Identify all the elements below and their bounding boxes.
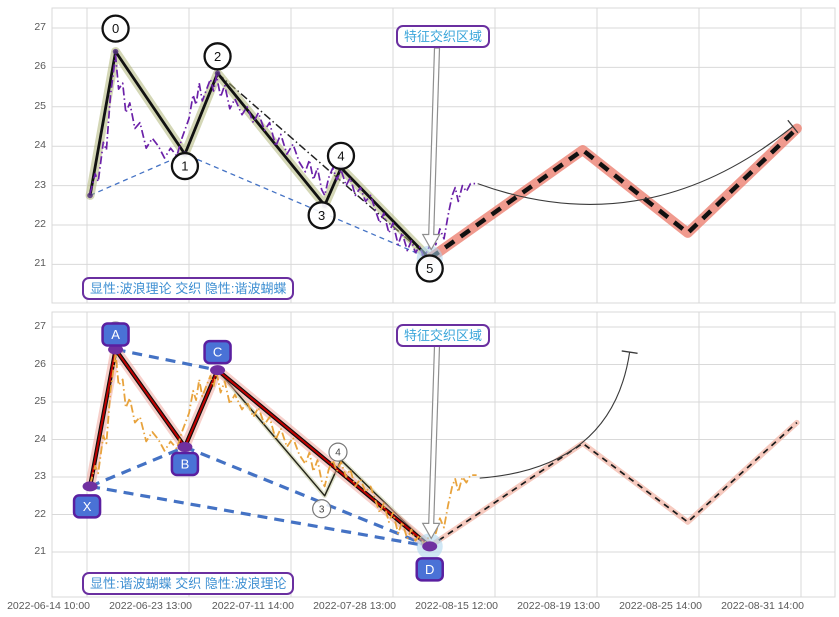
- wave-point-circle-0: [101, 14, 130, 43]
- forecast-glow-line: [424, 123, 802, 264]
- y-tick-label-panel1-26: 26: [34, 60, 46, 73]
- y-tick-label-panel1-27: 27: [34, 21, 46, 33]
- wave-point-circle-2: [203, 42, 232, 71]
- y-tick-label-panel1-22: 22: [34, 218, 46, 230]
- badge-X: [72, 494, 102, 519]
- panel-border: [51, 7, 836, 304]
- badge-D: [415, 557, 444, 582]
- y-tick-label-panel1-24: 24: [34, 139, 46, 152]
- hidden-wave-circle-4: [328, 442, 348, 462]
- point-marker-C: [210, 365, 226, 376]
- y-tick-label-panel2-22: 22: [34, 507, 46, 520]
- x-tick-label-4: 2022-08-15 12:00: [415, 600, 498, 612]
- x-tick-label-1: 2022-06-23 13:00: [109, 600, 192, 612]
- hidden-wave-number-4: 4: [335, 448, 341, 459]
- forecast-line: [429, 421, 798, 548]
- region-pointer-arrow: [421, 345, 441, 540]
- wave-point-circle-1: [170, 151, 200, 181]
- arc-end-cap: [787, 119, 799, 134]
- y-tick-label-panel2-27: 27: [34, 320, 46, 332]
- badge-label-C: C: [213, 345, 222, 360]
- badge-label-X: X: [83, 499, 92, 514]
- y-tick-label-panel1-25: 25: [34, 99, 46, 112]
- wave-point-number-0: 0: [112, 21, 119, 36]
- wave-point-number-5: 5: [426, 261, 433, 276]
- bottom-region-annotation-box: 特征交织区域: [396, 324, 491, 347]
- wave-main-glow-line: [85, 47, 435, 263]
- badge-A: [101, 322, 130, 347]
- y-tick-label-panel2-26: 26: [34, 357, 46, 370]
- point-marker-B: [177, 442, 193, 452]
- y-tick-label-panel2-23: 23: [34, 470, 46, 482]
- x-tick-label-3: 2022-07-28 13:00: [313, 600, 396, 612]
- wave-point-circle-3: [307, 201, 336, 230]
- wave-vertex-dot: [214, 70, 221, 77]
- x-tick-label-6: 2022-08-25 14:00: [619, 600, 702, 612]
- wave-vertex-dot: [87, 192, 93, 199]
- x-tick-label-7: 2022-08-31 14:00: [721, 600, 804, 612]
- y-tick-label-panel2-24: 24: [34, 432, 46, 445]
- forecast-glow-line: [426, 419, 800, 550]
- x-tick-label-5: 2022-08-19 13:00: [517, 600, 600, 612]
- y-tick-label-panel1-23: 23: [34, 178, 46, 191]
- y-tick-label-panel2-25: 25: [34, 395, 46, 407]
- top-legend-box: 显性:波浪理论 交织 隐性:谐波蝴蝶: [82, 277, 295, 300]
- price-line: [89, 352, 477, 546]
- wave-vertex-dot: [112, 48, 119, 55]
- butterfly-trendlines-line: [89, 445, 186, 488]
- point-marker-A: [108, 344, 124, 355]
- point-marker-D: [422, 541, 438, 552]
- point-marker-X: [82, 481, 98, 492]
- annotation-arc: [479, 352, 631, 479]
- bottom-legend-box: 显性:谐波蝴蝶 交织 隐性:波浪理论: [82, 572, 295, 595]
- annotation-arc: [477, 126, 794, 205]
- y-tick-label-panel1-21: 21: [34, 257, 46, 270]
- wave-point-circle-4: [326, 141, 356, 171]
- y-tick-label-panel2-21: 21: [34, 545, 46, 557]
- badge-C: [203, 339, 232, 365]
- hidden-wave-number-3: 3: [319, 504, 325, 515]
- x-tick-label-0: 2022-06-14 10:00: [7, 600, 90, 612]
- badge-B: [170, 451, 200, 477]
- badge-label-A: A: [111, 327, 120, 342]
- badge-label-B: B: [181, 457, 190, 472]
- wave-point-number-4: 4: [337, 148, 344, 163]
- wave-point-circle-5: [415, 254, 444, 283]
- wave-point-number-1: 1: [181, 159, 188, 174]
- price-line: [89, 54, 477, 258]
- butterfly-trendlines-line: [89, 484, 430, 548]
- top-region-annotation-box: 特征交织区域: [396, 25, 491, 48]
- wave-point-number-3: 3: [318, 208, 325, 223]
- arc-end-cap: [621, 350, 638, 354]
- x-tick-label-2: 2022-07-11 14:00: [211, 600, 294, 612]
- badge-label-D: D: [425, 562, 434, 577]
- wave-point-number-2: 2: [214, 49, 221, 64]
- panel-border: [51, 311, 836, 598]
- forecast-line: [428, 126, 799, 261]
- hidden-wave-circle-3: [312, 499, 332, 519]
- region-pointer-arrow: [421, 47, 441, 251]
- butterfly-trendlines-line: [115, 347, 218, 372]
